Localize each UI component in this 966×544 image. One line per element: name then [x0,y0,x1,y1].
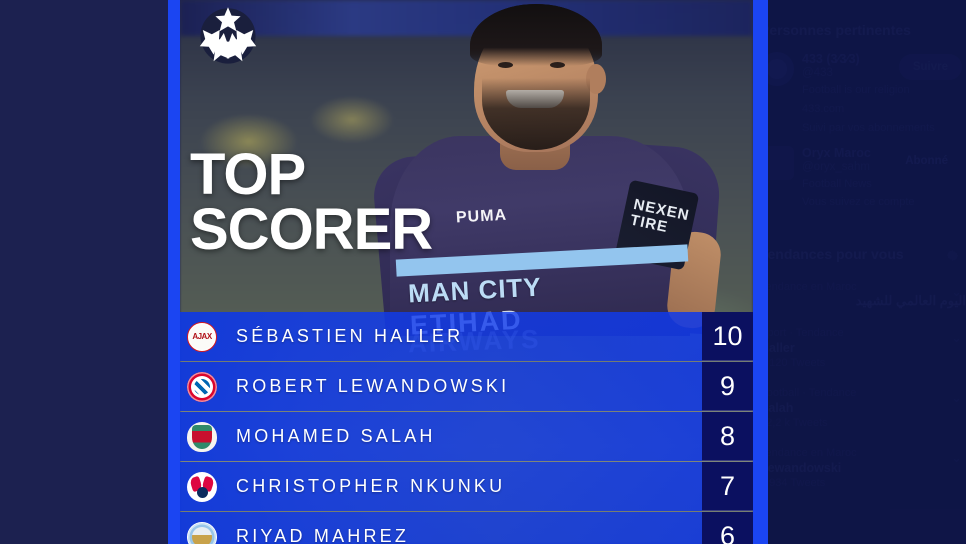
trend-meta: Tendance en Maroc [768,447,857,460]
following-button[interactable]: Abonné [891,148,962,174]
relevant-people-card: 433 (3⁄3⁄3) @433 Football is our religio… [768,48,966,224]
table-row[interactable]: AJAX SÉBASTIEN HALLER 10 [180,312,753,362]
headline-line-1: TOP [190,142,306,207]
trend-item[interactable]: Sport · Tendance Haller 5 120 Tweets ⌄ [768,318,966,378]
bayern-badge-icon [187,371,217,402]
club-badge-cell [180,471,224,502]
trend-meta: Football · Tendance [768,387,857,400]
goal-count: 9 [702,362,753,411]
manchester-city-badge-icon [187,521,217,544]
person-desc-2: Vous suivez ce compte [802,196,915,209]
trend-count: 5 120 Tweets [768,357,826,370]
trend-count: 8 934 Tweets [768,477,826,490]
person-desc-1: Football News [802,177,872,190]
player-name: MOHAMED SALAH [236,426,436,446]
table-row[interactable]: MOHAMED SALAH 8 [180,412,753,462]
gear-icon[interactable] [945,248,960,263]
person-desc-3: Suivi par vos abonnements [802,121,935,134]
goal-count: 6 [702,512,753,544]
player-name: RIYAD MAHREZ [236,526,410,544]
top-scorer-list: AJAX SÉBASTIEN HALLER 10 ROBERT LEWANDOW… [180,312,753,544]
player-figure: PUMA NEXEN TIRE MAN CITY ETIHAD [370,0,723,341]
trend-title: اليوم العالمي للشهيد [855,293,966,309]
table-row[interactable]: RIYAD MAHREZ 6 [180,512,753,544]
person-row[interactable]: 433 (3⁄3⁄3) @433 Football is our religio… [768,48,966,142]
trend-meta: Sport · Tendance [768,327,844,340]
stadium-led-band [180,0,753,36]
left-accent-strip [168,0,180,544]
table-row[interactable]: CHRISTOPHER NKUNKU 7 [180,462,753,512]
person-row[interactable]: Oryx Maroc @oryx_sahm Football News Vous… [768,142,966,217]
more-icon[interactable]: ⌄ [951,390,962,406]
trend-title: Lewandowski [768,461,842,476]
liverpool-badge-icon [187,421,217,452]
goal-count: 8 [702,412,753,461]
goal-count: 7 [702,462,753,511]
more-icon[interactable]: ⌄ [951,284,962,300]
people-section-title: Personnes pertinentes [768,22,911,38]
trend-item[interactable]: Tendance en Maroc Lewandowski 8 934 Twee… [768,438,966,498]
headline-line-2: SCORER [190,196,433,262]
goal-count: 10 [702,312,753,361]
rb-leipzig-badge-icon [187,471,217,502]
trends-section-title: Tendances pour vous [768,246,904,263]
right-accent-strip [753,0,768,544]
uefa-champions-league-starball-icon [199,7,257,64]
page-title: TOP SCORER [190,146,433,262]
player-name: CHRISTOPHER NKUNKU [236,476,506,496]
trend-item[interactable]: Football · Tendance Salah 12,2 k Tweets … [768,378,966,438]
trend-meta: Tendance en Maroc [768,281,857,294]
club-badge-cell: AJAX [180,321,224,352]
club-badge-cell [180,521,224,544]
ajax-badge-icon: AJAX [187,321,217,352]
avatar[interactable] [768,52,794,86]
more-icon[interactable]: ⌄ [951,330,962,346]
trend-title: Salah [768,401,794,416]
club-badge-cell [180,371,224,402]
follow-button[interactable]: Suivre [898,54,962,80]
trend-count: 12,2 k Tweets [768,417,828,430]
twitter-sidebar: Personnes pertinentes 433 (3⁄3⁄3) @433 F… [768,0,966,544]
club-badge-cell [180,421,224,452]
top-scorer-graphic: PUMA NEXEN TIRE MAN CITY ETIHAD TOP SCOR… [180,0,753,544]
person-desc-1: Football is our religion [802,84,910,96]
person-desc-2[interactable]: 433.com [802,102,845,115]
avatar[interactable] [768,145,794,180]
table-row[interactable]: ROBERT LEWANDOWSKI 9 [180,362,753,412]
player-name: ROBERT LEWANDOWSKI [236,376,510,396]
trend-title: Haller [768,341,795,356]
trend-item[interactable]: Tendance en Maroc اليوم العالمي للشهيد ⌄ [768,272,966,318]
player-name: SÉBASTIEN HALLER [236,326,464,346]
kit-brand-mark: PUMA [455,206,508,227]
more-icon[interactable]: ⌄ [951,450,962,466]
